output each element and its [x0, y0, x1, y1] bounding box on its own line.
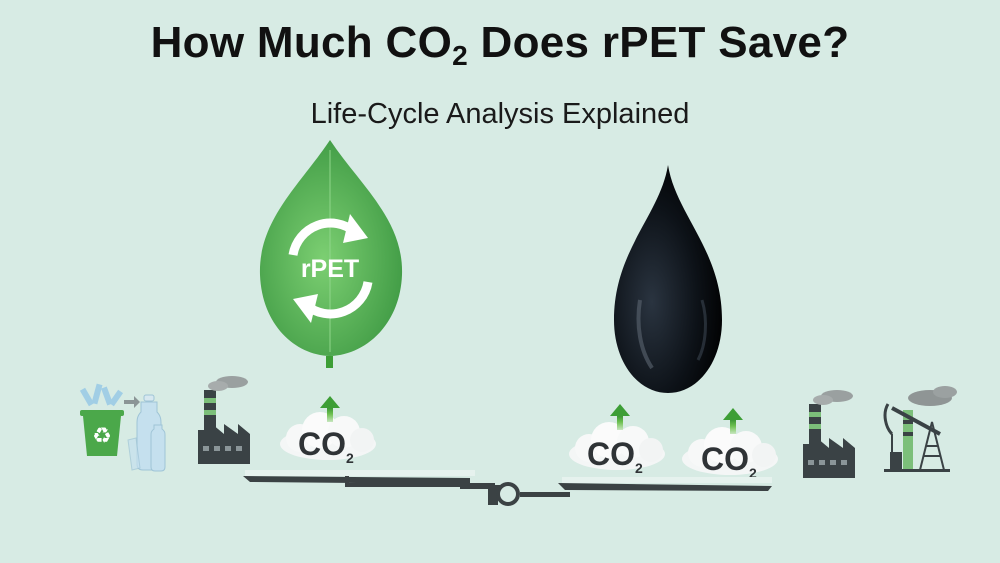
leaf-label: rPET: [301, 255, 359, 283]
plastic-bottles-icon: [127, 394, 166, 472]
leaf-icon: [259, 140, 403, 368]
co2-label: CO2: [701, 441, 757, 481]
title-text: How Much CO: [150, 18, 453, 67]
page-subtitle: Life-Cycle Analysis Explained: [310, 98, 690, 130]
svg-text:♻: ♻: [92, 423, 112, 448]
balance-scale-icon: [243, 470, 772, 506]
co2-label: CO2: [587, 436, 643, 476]
factory-icon: [198, 376, 250, 464]
title-text-end: Does rPET Save?: [467, 18, 850, 67]
factory-icon-right: [803, 390, 855, 478]
co2-label: CO2: [298, 426, 354, 466]
title-subscript: 2: [452, 40, 468, 71]
recycling-bin-icon: ♻: [79, 383, 140, 456]
page-title: How Much CO2 Does rPET Save?: [0, 18, 1000, 72]
oil-pumpjack-icon: [883, 386, 957, 472]
oil-drop-icon: [614, 165, 722, 393]
recycle-arrows-icon: [288, 214, 373, 323]
